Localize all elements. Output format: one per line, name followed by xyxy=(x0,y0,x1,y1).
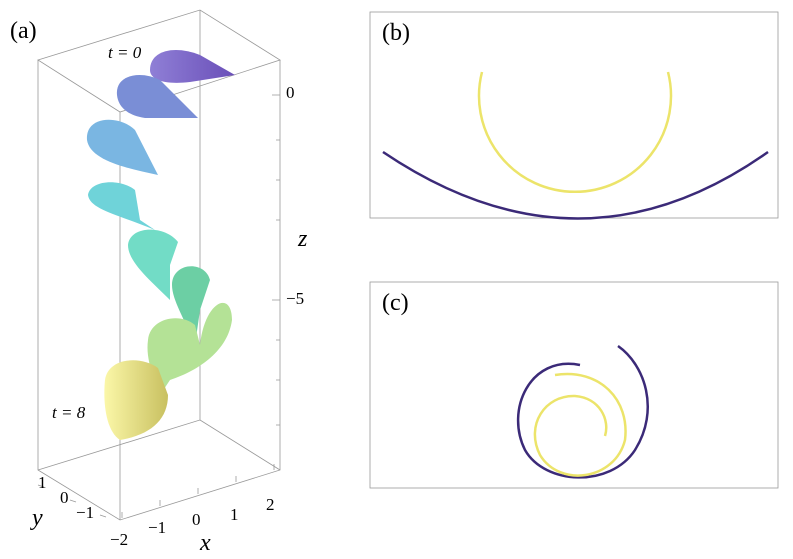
x-tick-label: 0 xyxy=(192,510,201,529)
x-tick-label: −2 xyxy=(110,530,128,549)
z-tick-label: −5 xyxy=(286,289,304,308)
annotation: t = 0 xyxy=(108,43,142,62)
curve xyxy=(477,71,673,193)
z-axis-label: z xyxy=(297,226,308,252)
z-tick-label: 0 xyxy=(286,83,295,102)
surfaces xyxy=(86,50,235,440)
panel-label: (b) xyxy=(382,20,410,46)
x-tick-label: 2 xyxy=(266,495,275,514)
curve xyxy=(533,372,627,477)
panel-frame xyxy=(369,11,779,219)
panel-label: (c) xyxy=(382,290,409,316)
x-axis-label: x xyxy=(199,530,211,556)
y-axis-label: y xyxy=(30,505,43,531)
panel-label: (a) xyxy=(10,18,37,44)
x-tick-label: −1 xyxy=(148,518,166,537)
box-3d xyxy=(37,9,281,521)
y-tick-label: 0 xyxy=(60,488,69,507)
x-tick-label: 1 xyxy=(230,505,239,524)
curve xyxy=(382,150,769,220)
panel-frame xyxy=(369,281,779,489)
annotation: t = 8 xyxy=(52,403,86,422)
y-tick-label: 1 xyxy=(38,473,47,492)
curve xyxy=(516,344,649,479)
y-tick-label: −1 xyxy=(76,503,94,522)
